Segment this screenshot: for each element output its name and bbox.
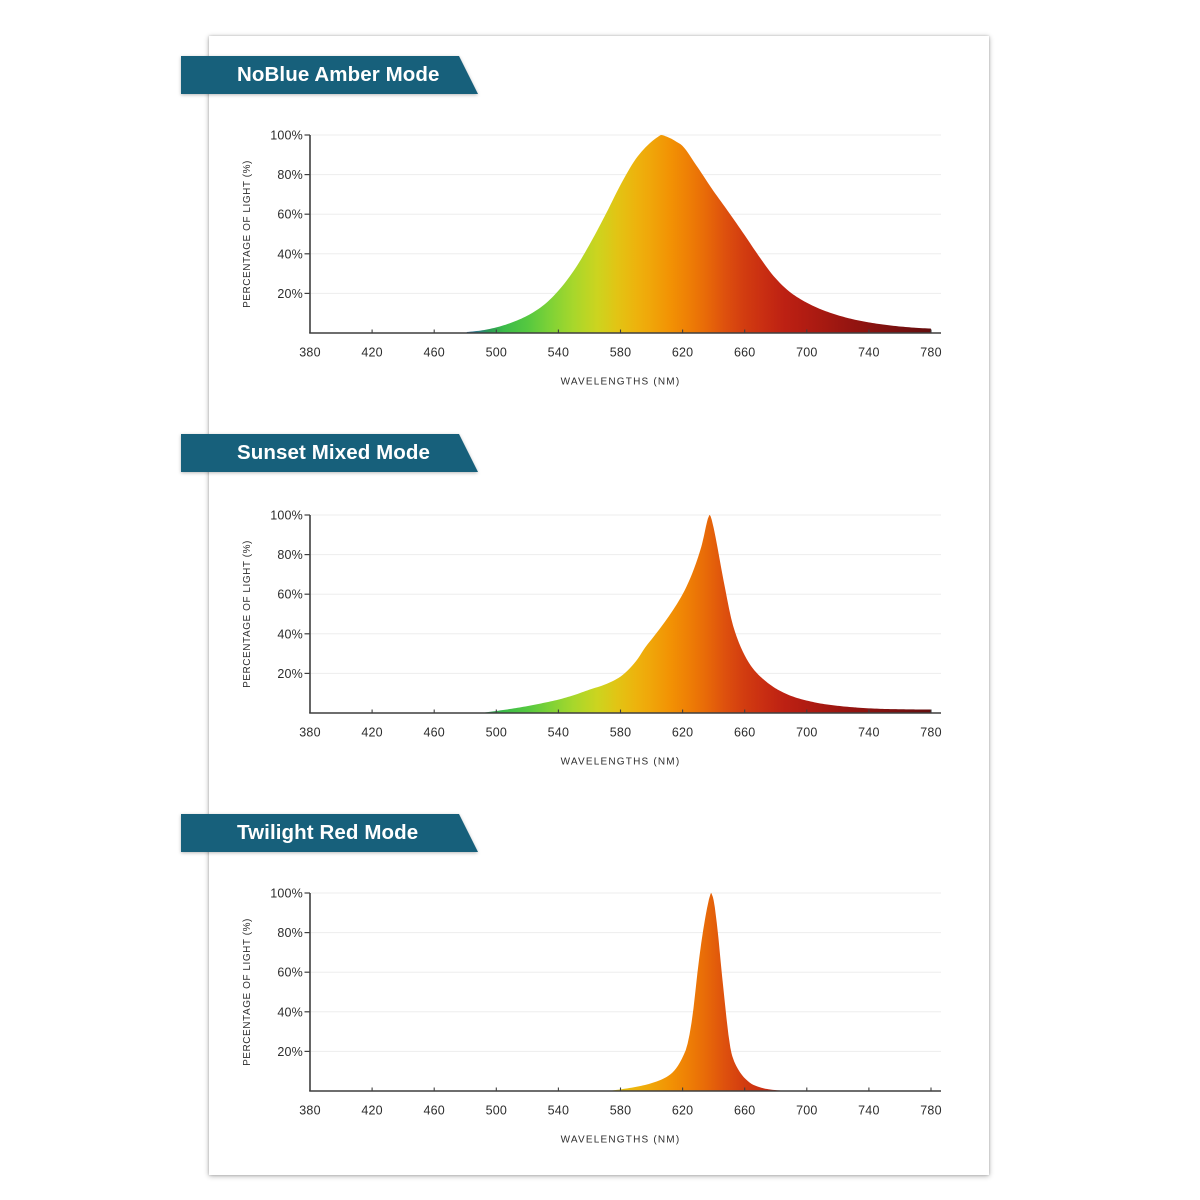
x-axis-title: WAVELENGTHS (NM) <box>561 1135 681 1146</box>
banner-sunset-mixed-mode: Sunset Mixed Mode <box>181 434 478 472</box>
y-tick-label: 60% <box>277 966 303 980</box>
banner-flag-shape <box>181 814 478 852</box>
x-tick-label: 700 <box>796 1104 817 1118</box>
x-tick-label: 740 <box>858 1104 879 1118</box>
x-tick-label: 740 <box>858 726 879 740</box>
x-tick-label: 380 <box>299 1104 320 1118</box>
banner-title: Sunset Mixed Mode <box>237 441 431 464</box>
chart-noblue-amber-mode: 380 420 460 500 540 580 620 660 700 740 780 20% 40% 6… <box>242 129 942 388</box>
x-axis-title: WAVELENGTHS (NM) <box>561 377 681 388</box>
y-tick-label: 20% <box>277 287 303 301</box>
banner-flag-shape <box>181 434 478 472</box>
x-tick-label: 700 <box>796 726 817 740</box>
x-tick-label: 660 <box>734 346 755 360</box>
x-tick-label: 780 <box>920 1104 941 1118</box>
x-axis-title: WAVELENGTHS (NM) <box>561 757 681 768</box>
y-tick-label: 20% <box>277 667 303 681</box>
spectrum-area <box>480 515 931 713</box>
x-tick-label: 780 <box>920 726 941 740</box>
banner-noblue-amber-mode: NoBlue Amber Mode <box>181 56 478 94</box>
x-tick-label: 420 <box>361 346 382 360</box>
banner-title: Twilight Red Mode <box>237 821 419 844</box>
x-tick-label: 700 <box>796 346 817 360</box>
x-tick-label: 580 <box>610 726 631 740</box>
y-tick-label: 60% <box>277 588 303 602</box>
x-tick-label: 460 <box>423 1104 444 1118</box>
y-tick-label: 100% <box>270 887 303 901</box>
x-tick-label: 580 <box>610 1104 631 1118</box>
x-tick-label: 620 <box>672 726 693 740</box>
chart-twilight-red-mode: 380 420 460 500 540 580 620 660 700 740 780 20% 40% 6… <box>242 887 942 1146</box>
x-tick-label: 620 <box>672 1104 693 1118</box>
y-axis-title: PERCENTAGE OF LIGHT (%) <box>242 160 253 308</box>
x-tick-label: 540 <box>548 726 569 740</box>
y-tick-label: 100% <box>270 509 303 523</box>
x-tick-label: 620 <box>672 346 693 360</box>
y-tick-label: 60% <box>277 208 303 222</box>
y-tick-label: 80% <box>277 926 303 940</box>
x-tick-label: 540 <box>548 1104 569 1118</box>
chart-sunset-mixed-mode: 380 420 460 500 540 580 620 660 700 740 780 20% 40% 6… <box>242 509 942 768</box>
spectrum-area <box>608 893 792 1091</box>
x-tick-label: 500 <box>486 346 507 360</box>
x-tick-label: 460 <box>423 726 444 740</box>
y-tick-label: 80% <box>277 548 303 562</box>
x-tick-label: 780 <box>920 346 941 360</box>
y-tick-label: 40% <box>277 247 303 261</box>
x-tick-label: 660 <box>734 726 755 740</box>
y-tick-label: 100% <box>270 129 303 143</box>
x-tick-label: 740 <box>858 346 879 360</box>
y-axis-title: PERCENTAGE OF LIGHT (%) <box>242 918 253 1066</box>
y-tick-label: 40% <box>277 627 303 641</box>
y-tick-label: 80% <box>277 168 303 182</box>
x-tick-label: 420 <box>361 1104 382 1118</box>
banner-title: NoBlue Amber Mode <box>237 63 440 86</box>
content-card <box>209 36 989 1175</box>
y-tick-label: 40% <box>277 1005 303 1019</box>
x-tick-label: 500 <box>486 1104 507 1118</box>
y-axis-title: PERCENTAGE OF LIGHT (%) <box>242 540 253 688</box>
banner-twilight-red-mode: Twilight Red Mode <box>181 814 478 852</box>
banner-flag-shape <box>181 56 478 94</box>
x-tick-label: 580 <box>610 346 631 360</box>
x-tick-label: 500 <box>486 726 507 740</box>
x-tick-label: 380 <box>299 346 320 360</box>
y-tick-label: 20% <box>277 1045 303 1059</box>
x-tick-label: 460 <box>423 346 444 360</box>
x-tick-label: 540 <box>548 346 569 360</box>
x-tick-label: 380 <box>299 726 320 740</box>
x-tick-label: 420 <box>361 726 382 740</box>
x-tick-label: 660 <box>734 1104 755 1118</box>
spectrum-area <box>466 135 931 333</box>
